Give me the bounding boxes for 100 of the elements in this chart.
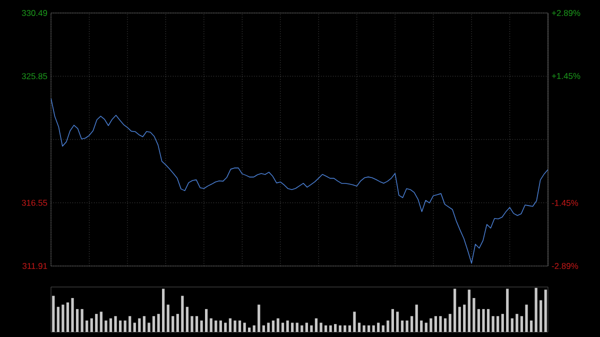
bar	[286, 320, 289, 332]
bar	[396, 312, 399, 332]
bar	[181, 296, 184, 332]
bar	[267, 322, 270, 332]
bar	[534, 288, 538, 332]
bar	[66, 302, 70, 332]
bar	[477, 309, 480, 332]
bar	[100, 312, 102, 332]
bar	[300, 325, 304, 332]
bar	[71, 298, 74, 332]
bar	[458, 306, 461, 332]
bar	[482, 309, 485, 332]
bar	[162, 288, 165, 332]
bar	[252, 325, 256, 332]
y2-tick-label: -1.45%	[552, 200, 578, 206]
bar	[420, 320, 423, 332]
bar	[128, 316, 132, 332]
bar	[454, 288, 456, 332]
y2-tick-label: -2.89%	[552, 263, 578, 269]
bar	[492, 316, 494, 332]
bar	[80, 309, 84, 332]
bar	[76, 309, 79, 332]
bar	[205, 309, 208, 332]
bar	[448, 314, 452, 332]
bar	[525, 304, 528, 332]
bar	[362, 325, 366, 332]
bar	[166, 304, 170, 332]
bar	[62, 304, 64, 332]
bar	[104, 320, 108, 332]
bar	[406, 320, 408, 332]
bar	[510, 318, 514, 332]
bar	[501, 314, 504, 332]
bar	[114, 316, 117, 332]
bar	[228, 318, 232, 332]
bar	[281, 322, 284, 332]
bar	[391, 309, 394, 332]
bar	[296, 322, 298, 332]
bar	[540, 300, 542, 332]
y2-tick-label: +1.45%	[552, 73, 580, 79]
bar	[305, 322, 308, 332]
bar	[486, 309, 490, 332]
bar	[324, 325, 328, 332]
bar	[348, 325, 351, 332]
bar	[234, 320, 236, 332]
bar	[367, 325, 370, 332]
y-tick-label: 325.85	[22, 73, 48, 80]
bar	[195, 316, 198, 332]
bar	[424, 322, 428, 332]
bar	[520, 316, 524, 332]
bar	[334, 324, 337, 332]
bar	[224, 322, 227, 332]
bar	[138, 318, 141, 332]
bar	[52, 296, 55, 332]
bar	[124, 320, 126, 332]
bar	[214, 320, 218, 332]
bar	[186, 306, 189, 332]
bar	[262, 325, 265, 332]
bar	[377, 322, 380, 332]
bar	[90, 318, 93, 332]
bar	[400, 320, 404, 332]
bar	[320, 322, 322, 332]
bar	[142, 316, 146, 332]
bar	[430, 318, 432, 332]
y-tick-label: 316.55	[22, 200, 48, 206]
bar	[243, 322, 246, 332]
bar	[219, 320, 222, 332]
y2-tick-label: +2.89%	[552, 10, 580, 16]
bar	[276, 318, 280, 332]
bar	[56, 306, 60, 332]
bar	[172, 316, 174, 332]
bar	[382, 325, 384, 332]
line-series	[51, 98, 548, 264]
bar	[148, 322, 150, 332]
bar	[344, 325, 346, 332]
bar	[314, 318, 318, 332]
bar	[200, 320, 203, 332]
bar	[544, 290, 547, 332]
bar	[310, 325, 313, 332]
bar	[152, 316, 156, 332]
y-tick-label: 311.91	[22, 263, 48, 269]
bar	[210, 318, 212, 332]
bar	[516, 314, 518, 332]
bar	[109, 318, 112, 332]
bar	[118, 320, 122, 332]
bar	[530, 320, 533, 332]
bar	[329, 325, 332, 332]
bar	[496, 316, 500, 332]
bar	[386, 320, 390, 332]
y-tick-label: 330.49	[22, 10, 48, 16]
bar	[463, 304, 466, 332]
bar	[86, 320, 88, 332]
bar	[358, 322, 361, 332]
bar	[338, 325, 342, 332]
bar	[133, 322, 136, 332]
bar	[468, 290, 470, 332]
bar	[176, 314, 179, 332]
bar	[353, 312, 356, 332]
bar	[439, 316, 442, 332]
bar	[157, 314, 160, 332]
bar	[95, 314, 98, 332]
